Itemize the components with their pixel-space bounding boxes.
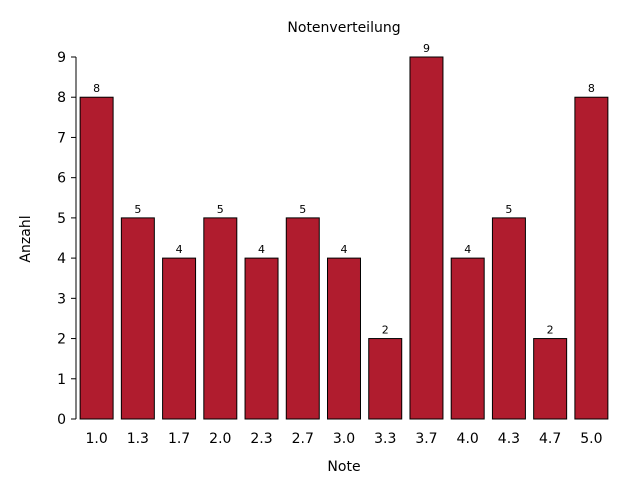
chart-title: Notenverteilung xyxy=(287,20,400,36)
x-tick-label: 3.0 xyxy=(333,431,355,447)
bar-1.0 xyxy=(79,96,114,420)
data-label: 5 xyxy=(299,203,306,216)
bar-1.7 xyxy=(162,257,197,420)
x-tick-label: 4.0 xyxy=(457,431,479,447)
x-tick-label: 4.7 xyxy=(539,431,561,447)
data-label: 8 xyxy=(588,82,595,95)
bar-2.3 xyxy=(244,257,279,420)
bar-4.7 xyxy=(533,338,568,420)
x-tick-label: 1.7 xyxy=(168,431,190,447)
bar-3.0 xyxy=(327,257,361,420)
x-tick-label: 3.7 xyxy=(415,431,437,447)
bars-group: 8 5 4 5 4 5 4 2 9 4 5 2 8 xyxy=(79,42,609,420)
data-label: 5 xyxy=(505,203,512,216)
x-tick-label: 2.3 xyxy=(250,431,272,447)
y-tick-label: 7 xyxy=(57,130,66,146)
data-label: 4 xyxy=(464,243,471,256)
data-label: 9 xyxy=(423,42,430,55)
data-label: 2 xyxy=(382,324,389,337)
data-label: 4 xyxy=(341,243,348,256)
x-axis-label: Note xyxy=(327,459,360,475)
bar-3.7 xyxy=(409,56,444,420)
bar-2.7 xyxy=(285,217,320,420)
y-tick-label: 6 xyxy=(57,171,66,187)
y-tick-label: 2 xyxy=(57,332,66,348)
y-axis-label: Anzahl xyxy=(18,215,34,262)
x-tick-label: 2.7 xyxy=(292,431,314,447)
y-tick-label: 1 xyxy=(57,372,66,388)
data-label: 4 xyxy=(176,243,183,256)
x-tick-label: 3.3 xyxy=(374,431,396,447)
bar-4.0 xyxy=(450,257,485,420)
bar-2.0 xyxy=(203,217,238,420)
y-tick-label: 9 xyxy=(57,50,66,66)
x-tick-label: 4.3 xyxy=(498,431,520,447)
x-tick-label: 1.0 xyxy=(85,431,107,447)
data-label: 8 xyxy=(93,82,100,95)
data-label: 5 xyxy=(217,203,224,216)
x-tick-label: 1.3 xyxy=(127,431,149,447)
bar-5.0 xyxy=(574,96,609,420)
x-tick-label: 5.0 xyxy=(580,431,602,447)
bar-1.3 xyxy=(120,217,155,420)
bar-3.3 xyxy=(368,338,403,420)
y-tick-label: 0 xyxy=(57,412,66,428)
data-label: 2 xyxy=(547,324,554,337)
x-tick-label: 2.0 xyxy=(209,431,231,447)
bar-4.3 xyxy=(491,217,526,420)
data-label: 5 xyxy=(134,203,141,216)
y-tick-label: 4 xyxy=(57,251,66,267)
ticks-group: 0 1 2 3 4 5 6 7 8 9 1.0 1.3 1.7 2.0 2.3 2.7 3.0 3.3 3.7 4.0… xyxy=(57,50,602,447)
y-tick-label: 5 xyxy=(57,211,66,227)
y-tick-label: 3 xyxy=(57,291,66,307)
y-tick-label: 8 xyxy=(57,90,66,106)
data-label: 4 xyxy=(258,243,265,256)
